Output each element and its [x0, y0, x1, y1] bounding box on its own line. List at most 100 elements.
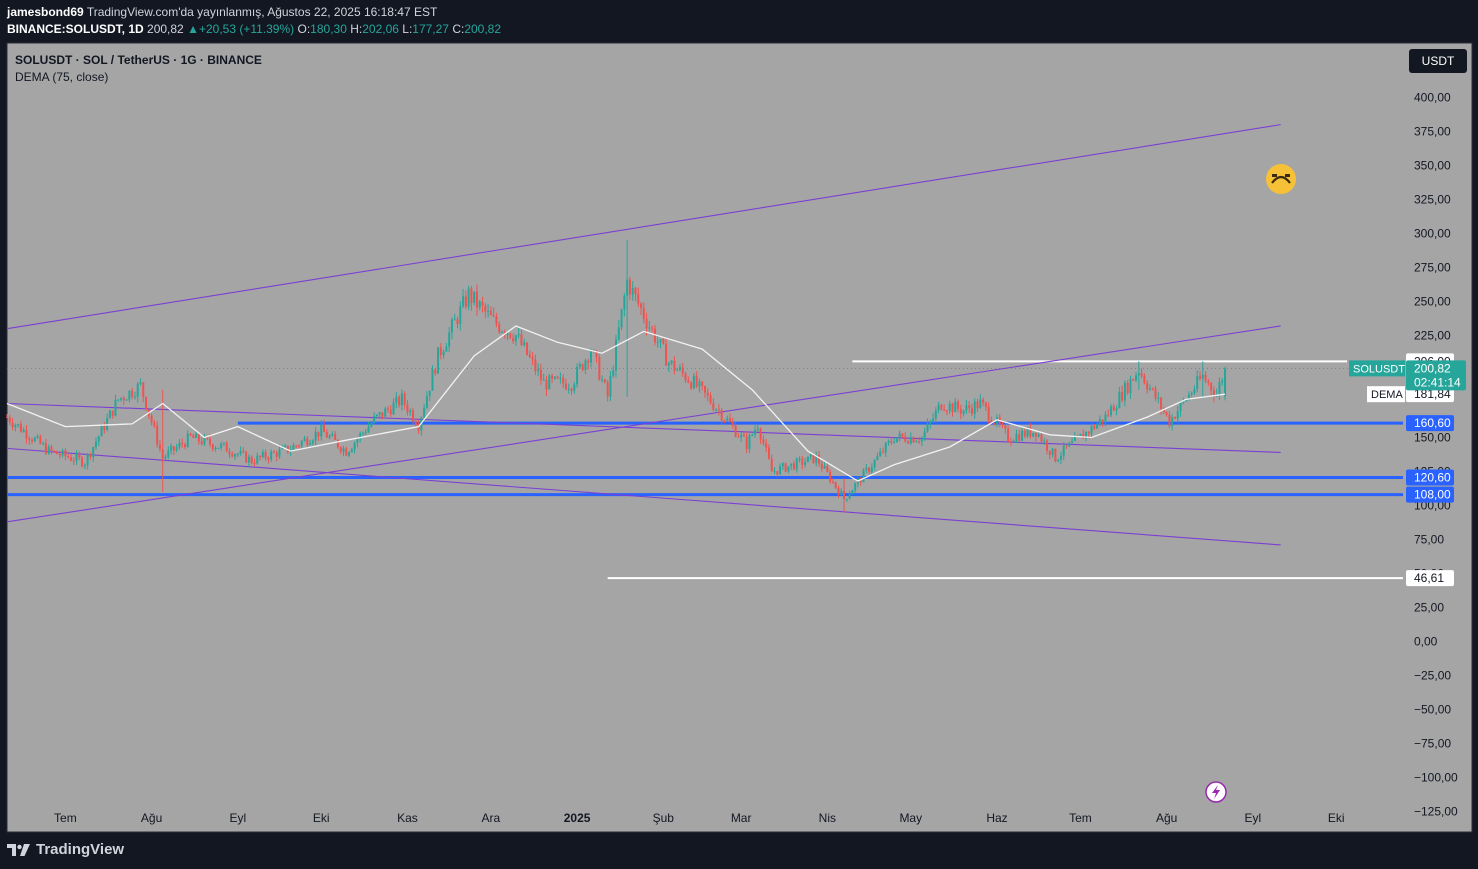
- candle-body: [284, 445, 287, 447]
- candle-body: [64, 450, 67, 457]
- candle-body: [203, 436, 206, 445]
- candle-body: [1126, 382, 1129, 394]
- chart-legend-title: SOLUSDT · SOL / TetherUS · 1G · BINANCE: [15, 53, 262, 67]
- candle-body: [242, 450, 245, 452]
- currency-button[interactable]: USDT: [1409, 49, 1467, 73]
- candle-body: [89, 454, 92, 458]
- candle-body: [361, 432, 364, 434]
- candle-body: [640, 303, 643, 309]
- candle-body: [792, 463, 795, 470]
- candle-body: [395, 396, 398, 403]
- channel-line: [6, 325, 1281, 523]
- candle-body: [384, 408, 387, 417]
- candle-body: [303, 438, 306, 442]
- candle-body: [400, 393, 403, 406]
- candle-body: [756, 428, 759, 430]
- candle-body: [587, 360, 590, 363]
- candle-body: [801, 458, 804, 465]
- candle-body: [323, 424, 326, 433]
- candle-body: [336, 439, 339, 448]
- candle-body: [1029, 427, 1032, 437]
- candle-body: [392, 402, 395, 415]
- candle-body: [417, 425, 420, 431]
- symbol-tag: SOLUSDT: [1353, 363, 1405, 375]
- candle-body: [331, 434, 334, 436]
- candle-body: [876, 456, 879, 460]
- change-text: +20,53 (+11.39%): [198, 22, 295, 36]
- lightning-icon[interactable]: [1205, 781, 1227, 803]
- candle-body: [220, 443, 223, 448]
- candle-body: [531, 356, 534, 360]
- candle-body: [181, 442, 184, 445]
- candle-body: [651, 327, 654, 329]
- candle-body: [648, 327, 651, 329]
- candle-body: [186, 433, 189, 447]
- candle-body: [292, 445, 295, 451]
- candle-body: [564, 383, 567, 390]
- candle-body: [239, 450, 242, 454]
- candle-body: [69, 457, 72, 461]
- candle-body: [1084, 431, 1087, 439]
- candle-body: [840, 491, 843, 495]
- candle-body: [923, 431, 926, 438]
- candle-body: [1162, 408, 1165, 412]
- candle-body: [1043, 440, 1046, 442]
- candle-body: [712, 403, 715, 410]
- candle-body: [993, 423, 996, 425]
- candle-body: [820, 463, 823, 469]
- candle-body: [870, 467, 873, 472]
- candle-body: [150, 415, 153, 423]
- support-level-tag-bg: [1406, 415, 1454, 432]
- candle-body: [959, 408, 962, 414]
- candle-body: [598, 357, 601, 380]
- candle-body: [945, 410, 948, 412]
- candle-body: [1129, 378, 1132, 394]
- candle-body: [373, 416, 376, 423]
- candle-body: [153, 422, 156, 426]
- candle-body: [809, 454, 812, 457]
- candle-body: [264, 452, 267, 459]
- candle-body: [765, 443, 768, 448]
- candle-body: [122, 397, 125, 400]
- tradingview-logo[interactable]: TradingView: [7, 841, 124, 858]
- candle-body: [6, 417, 8, 419]
- candle-body: [868, 467, 871, 472]
- candle-body: [776, 471, 779, 475]
- candle-body: [1012, 440, 1015, 442]
- indicator-legend[interactable]: DEMA (75, close): [15, 70, 109, 84]
- publish-info: jamesbond69 TradingView.com'da yayınlanm…: [7, 5, 437, 19]
- candle-body: [286, 445, 289, 453]
- countdown-tag: 02:41:14: [1414, 375, 1461, 389]
- candle-body: [214, 447, 217, 450]
- candle-body: [940, 404, 943, 410]
- candle-body: [297, 445, 300, 447]
- candle-body: [770, 458, 773, 472]
- candle-body: [720, 410, 723, 421]
- candle-body: [818, 454, 821, 464]
- candle-body: [478, 301, 481, 308]
- candle-body: [367, 426, 370, 433]
- y-tick-label: −100,00: [1414, 771, 1458, 785]
- candle-body: [167, 450, 170, 457]
- candle-body: [1146, 383, 1149, 390]
- candle-body: [534, 359, 537, 372]
- candle-body: [570, 388, 573, 391]
- candle-body: [926, 423, 929, 432]
- candle-body: [25, 429, 28, 439]
- candle-body: [1121, 391, 1124, 401]
- candle-body: [709, 395, 712, 404]
- candle-body: [506, 333, 509, 335]
- candle-body: [665, 343, 668, 366]
- candle-body: [350, 449, 353, 453]
- candle-body: [86, 454, 89, 466]
- candle-body: [445, 346, 448, 352]
- candle-body: [386, 408, 389, 410]
- candle-body: [183, 444, 186, 447]
- candle-body: [158, 444, 161, 449]
- candle-body: [1118, 391, 1121, 409]
- candle-body: [834, 481, 837, 488]
- candle-body: [206, 436, 209, 439]
- last-price-tag: 200,82: [1414, 361, 1451, 375]
- candle-body: [195, 433, 198, 438]
